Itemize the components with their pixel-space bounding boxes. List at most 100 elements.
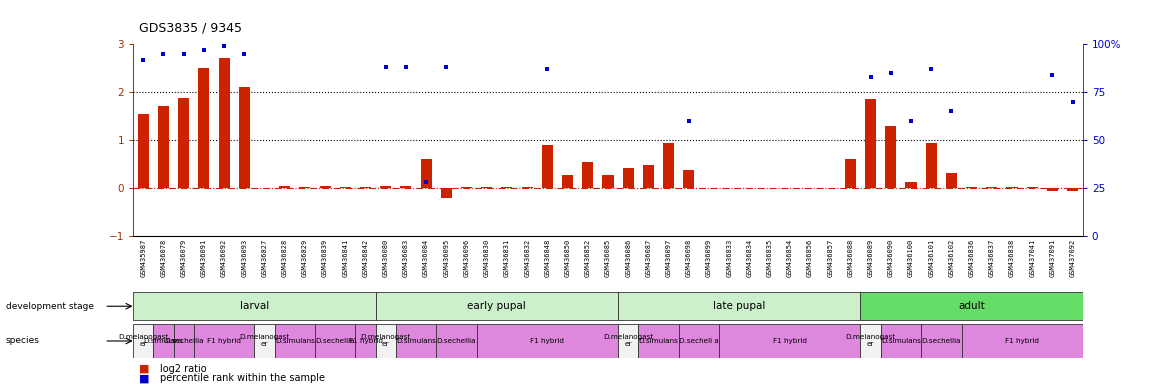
Bar xyxy=(719,324,860,358)
Text: D.sechellia: D.sechellia xyxy=(315,338,356,344)
Bar xyxy=(865,99,877,188)
Bar xyxy=(679,324,719,358)
Text: GSM436087: GSM436087 xyxy=(645,238,651,277)
Bar xyxy=(339,187,351,188)
Point xyxy=(680,118,698,124)
Point xyxy=(538,66,557,72)
Point xyxy=(215,43,234,49)
Text: GSM436830: GSM436830 xyxy=(484,238,490,277)
Point xyxy=(1043,72,1062,78)
Text: F1 hybrid: F1 hybrid xyxy=(772,338,807,344)
Bar xyxy=(1027,187,1038,188)
Bar xyxy=(582,162,593,188)
Point xyxy=(881,70,900,76)
Text: GSM436835: GSM436835 xyxy=(767,238,772,277)
Text: GSM436090: GSM436090 xyxy=(888,238,894,277)
Text: GSM436837: GSM436837 xyxy=(989,238,995,277)
Bar xyxy=(133,293,375,320)
Point xyxy=(922,66,940,72)
Point xyxy=(235,51,254,57)
Text: GSM436096: GSM436096 xyxy=(463,238,469,277)
Bar xyxy=(542,145,552,188)
Bar xyxy=(562,175,573,188)
Point xyxy=(417,179,435,185)
Text: GSM436842: GSM436842 xyxy=(362,238,368,277)
Bar xyxy=(437,324,477,358)
Text: GSM436831: GSM436831 xyxy=(504,238,510,277)
Bar xyxy=(299,187,310,188)
Bar xyxy=(375,324,396,358)
Text: GSM436834: GSM436834 xyxy=(747,238,753,277)
Text: ■: ■ xyxy=(139,364,149,374)
Bar xyxy=(482,187,492,188)
Bar xyxy=(602,175,614,188)
Text: GSM436838: GSM436838 xyxy=(1009,238,1016,277)
Bar xyxy=(881,324,921,358)
Text: F1 hybrid: F1 hybrid xyxy=(207,338,241,344)
Point xyxy=(902,118,921,124)
Bar xyxy=(375,293,618,320)
Text: D.simulans: D.simulans xyxy=(274,338,315,344)
Bar xyxy=(860,293,1083,320)
Text: GSM436850: GSM436850 xyxy=(565,238,571,277)
Text: larval: larval xyxy=(240,301,269,311)
Point xyxy=(376,64,395,70)
Text: D.sechellia: D.sechellia xyxy=(437,338,476,344)
Bar xyxy=(966,187,977,188)
Point xyxy=(154,51,173,57)
Text: GSM435987: GSM435987 xyxy=(140,238,146,277)
Point xyxy=(397,64,416,70)
Bar xyxy=(925,142,937,188)
Text: GSM436080: GSM436080 xyxy=(382,238,389,277)
Text: GSM436095: GSM436095 xyxy=(444,238,449,277)
Text: GSM436101: GSM436101 xyxy=(929,238,935,277)
Bar xyxy=(1047,188,1058,190)
Bar xyxy=(946,173,957,188)
Text: GSM436079: GSM436079 xyxy=(181,238,186,277)
Text: GSM436093: GSM436093 xyxy=(241,238,248,277)
Bar xyxy=(1067,188,1078,190)
Bar xyxy=(420,159,432,188)
Text: GSM436828: GSM436828 xyxy=(281,238,287,277)
Text: GSM436832: GSM436832 xyxy=(525,238,530,277)
Bar xyxy=(441,188,452,198)
Bar xyxy=(501,187,513,188)
Bar xyxy=(618,324,638,358)
Text: GSM436856: GSM436856 xyxy=(807,238,813,277)
Text: F1 hybrid: F1 hybrid xyxy=(1005,338,1039,344)
Bar xyxy=(178,98,189,188)
Text: GSM436833: GSM436833 xyxy=(726,238,732,277)
Bar xyxy=(623,167,633,188)
Text: GSM436092: GSM436092 xyxy=(221,238,227,277)
Text: percentile rank within the sample: percentile rank within the sample xyxy=(160,373,324,383)
Text: D.simulans: D.simulans xyxy=(638,338,679,344)
Text: GSM436097: GSM436097 xyxy=(666,238,672,277)
Point xyxy=(437,64,455,70)
Point xyxy=(175,51,193,57)
Bar xyxy=(860,324,881,358)
Text: GSM436829: GSM436829 xyxy=(302,238,308,277)
Text: GSM436852: GSM436852 xyxy=(585,238,591,277)
Text: GSM436839: GSM436839 xyxy=(322,238,328,277)
Bar xyxy=(643,165,654,188)
Text: early pupal: early pupal xyxy=(468,301,526,311)
Text: species: species xyxy=(6,336,39,346)
Text: D.simulans: D.simulans xyxy=(396,338,435,344)
Bar xyxy=(961,324,1083,358)
Bar xyxy=(219,58,229,188)
Text: GSM436088: GSM436088 xyxy=(848,238,853,277)
Bar xyxy=(845,159,856,188)
Bar xyxy=(906,182,916,188)
Text: GSM436099: GSM436099 xyxy=(706,238,712,277)
Text: D.sechell a: D.sechell a xyxy=(679,338,719,344)
Text: D.melanogast
er: D.melanogast er xyxy=(118,334,168,348)
Text: D.melanogast
er: D.melanogast er xyxy=(845,334,896,348)
Bar xyxy=(356,324,375,358)
Text: GSM436085: GSM436085 xyxy=(604,238,611,277)
Bar xyxy=(521,187,533,188)
Text: GSM436848: GSM436848 xyxy=(544,238,550,277)
Bar xyxy=(274,324,315,358)
Text: GSM436857: GSM436857 xyxy=(827,238,834,277)
Text: D.melanogast
er: D.melanogast er xyxy=(360,334,411,348)
Bar xyxy=(153,324,174,358)
